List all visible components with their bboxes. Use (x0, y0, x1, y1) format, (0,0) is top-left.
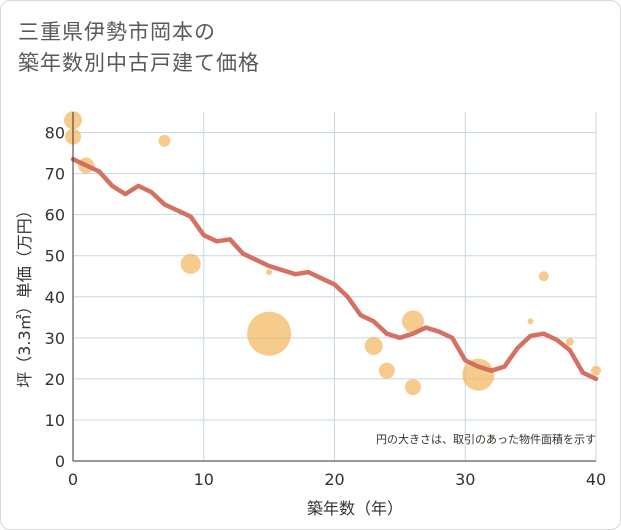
chart-title-line1: 三重県伊勢市岡本の (18, 20, 216, 44)
bubble-size-note: 円の大きさは、取引のあった物件面積を示す (376, 432, 596, 446)
x-tick-label-0: 0 (68, 470, 78, 489)
bubble-point-8 (378, 362, 395, 379)
y-tick-label-4: 40 (45, 288, 65, 307)
bubble-point-15 (565, 337, 574, 346)
y-tick-label-8: 80 (45, 124, 65, 143)
grid-lines (73, 112, 597, 461)
y-axis-label: 坪（3.3㎡）単価（万円） (15, 202, 34, 387)
y-tick-label-2: 20 (45, 370, 65, 389)
trend-line (70, 156, 599, 382)
bubble-point-6 (266, 269, 273, 276)
chart-title: 三重県伊勢市岡本の 築年数別中古戸建て価格 (18, 17, 260, 79)
bubble-point-12 (489, 434, 494, 439)
y-tick-label-0: 0 (55, 452, 65, 471)
y-tick-label-1: 10 (45, 411, 65, 430)
bubble-point-4 (180, 253, 201, 274)
bubble-point-9 (401, 310, 424, 333)
bubble-point-5 (247, 311, 292, 356)
y-tick-label-7: 70 (45, 165, 65, 184)
bubble-point-7 (364, 337, 383, 356)
bubble-point-14 (538, 271, 549, 282)
y-tick-label-6: 60 (45, 206, 65, 225)
x-axis-label: 築年数（年） (307, 499, 403, 518)
x-tick-label-1: 10 (194, 470, 214, 489)
x-tick-label-3: 30 (455, 470, 475, 489)
chart-title-line2: 築年数別中古戸建て価格 (18, 51, 260, 75)
bubble-point-16 (591, 365, 601, 376)
bubble-point-10 (404, 379, 421, 396)
axes: 0 10 20 30 40 0 10 20 30 40 50 60 70 80 (45, 112, 606, 489)
bubble-point-13 (527, 318, 534, 325)
bubble-series (64, 111, 601, 439)
y-tick-label-3: 30 (45, 329, 65, 348)
bubble-point-3 (158, 134, 171, 147)
x-tick-label-4: 40 (586, 470, 606, 489)
trend-line-series (70, 156, 599, 382)
x-tick-label-2: 20 (324, 470, 344, 489)
y-tick-label-5: 50 (45, 247, 65, 266)
